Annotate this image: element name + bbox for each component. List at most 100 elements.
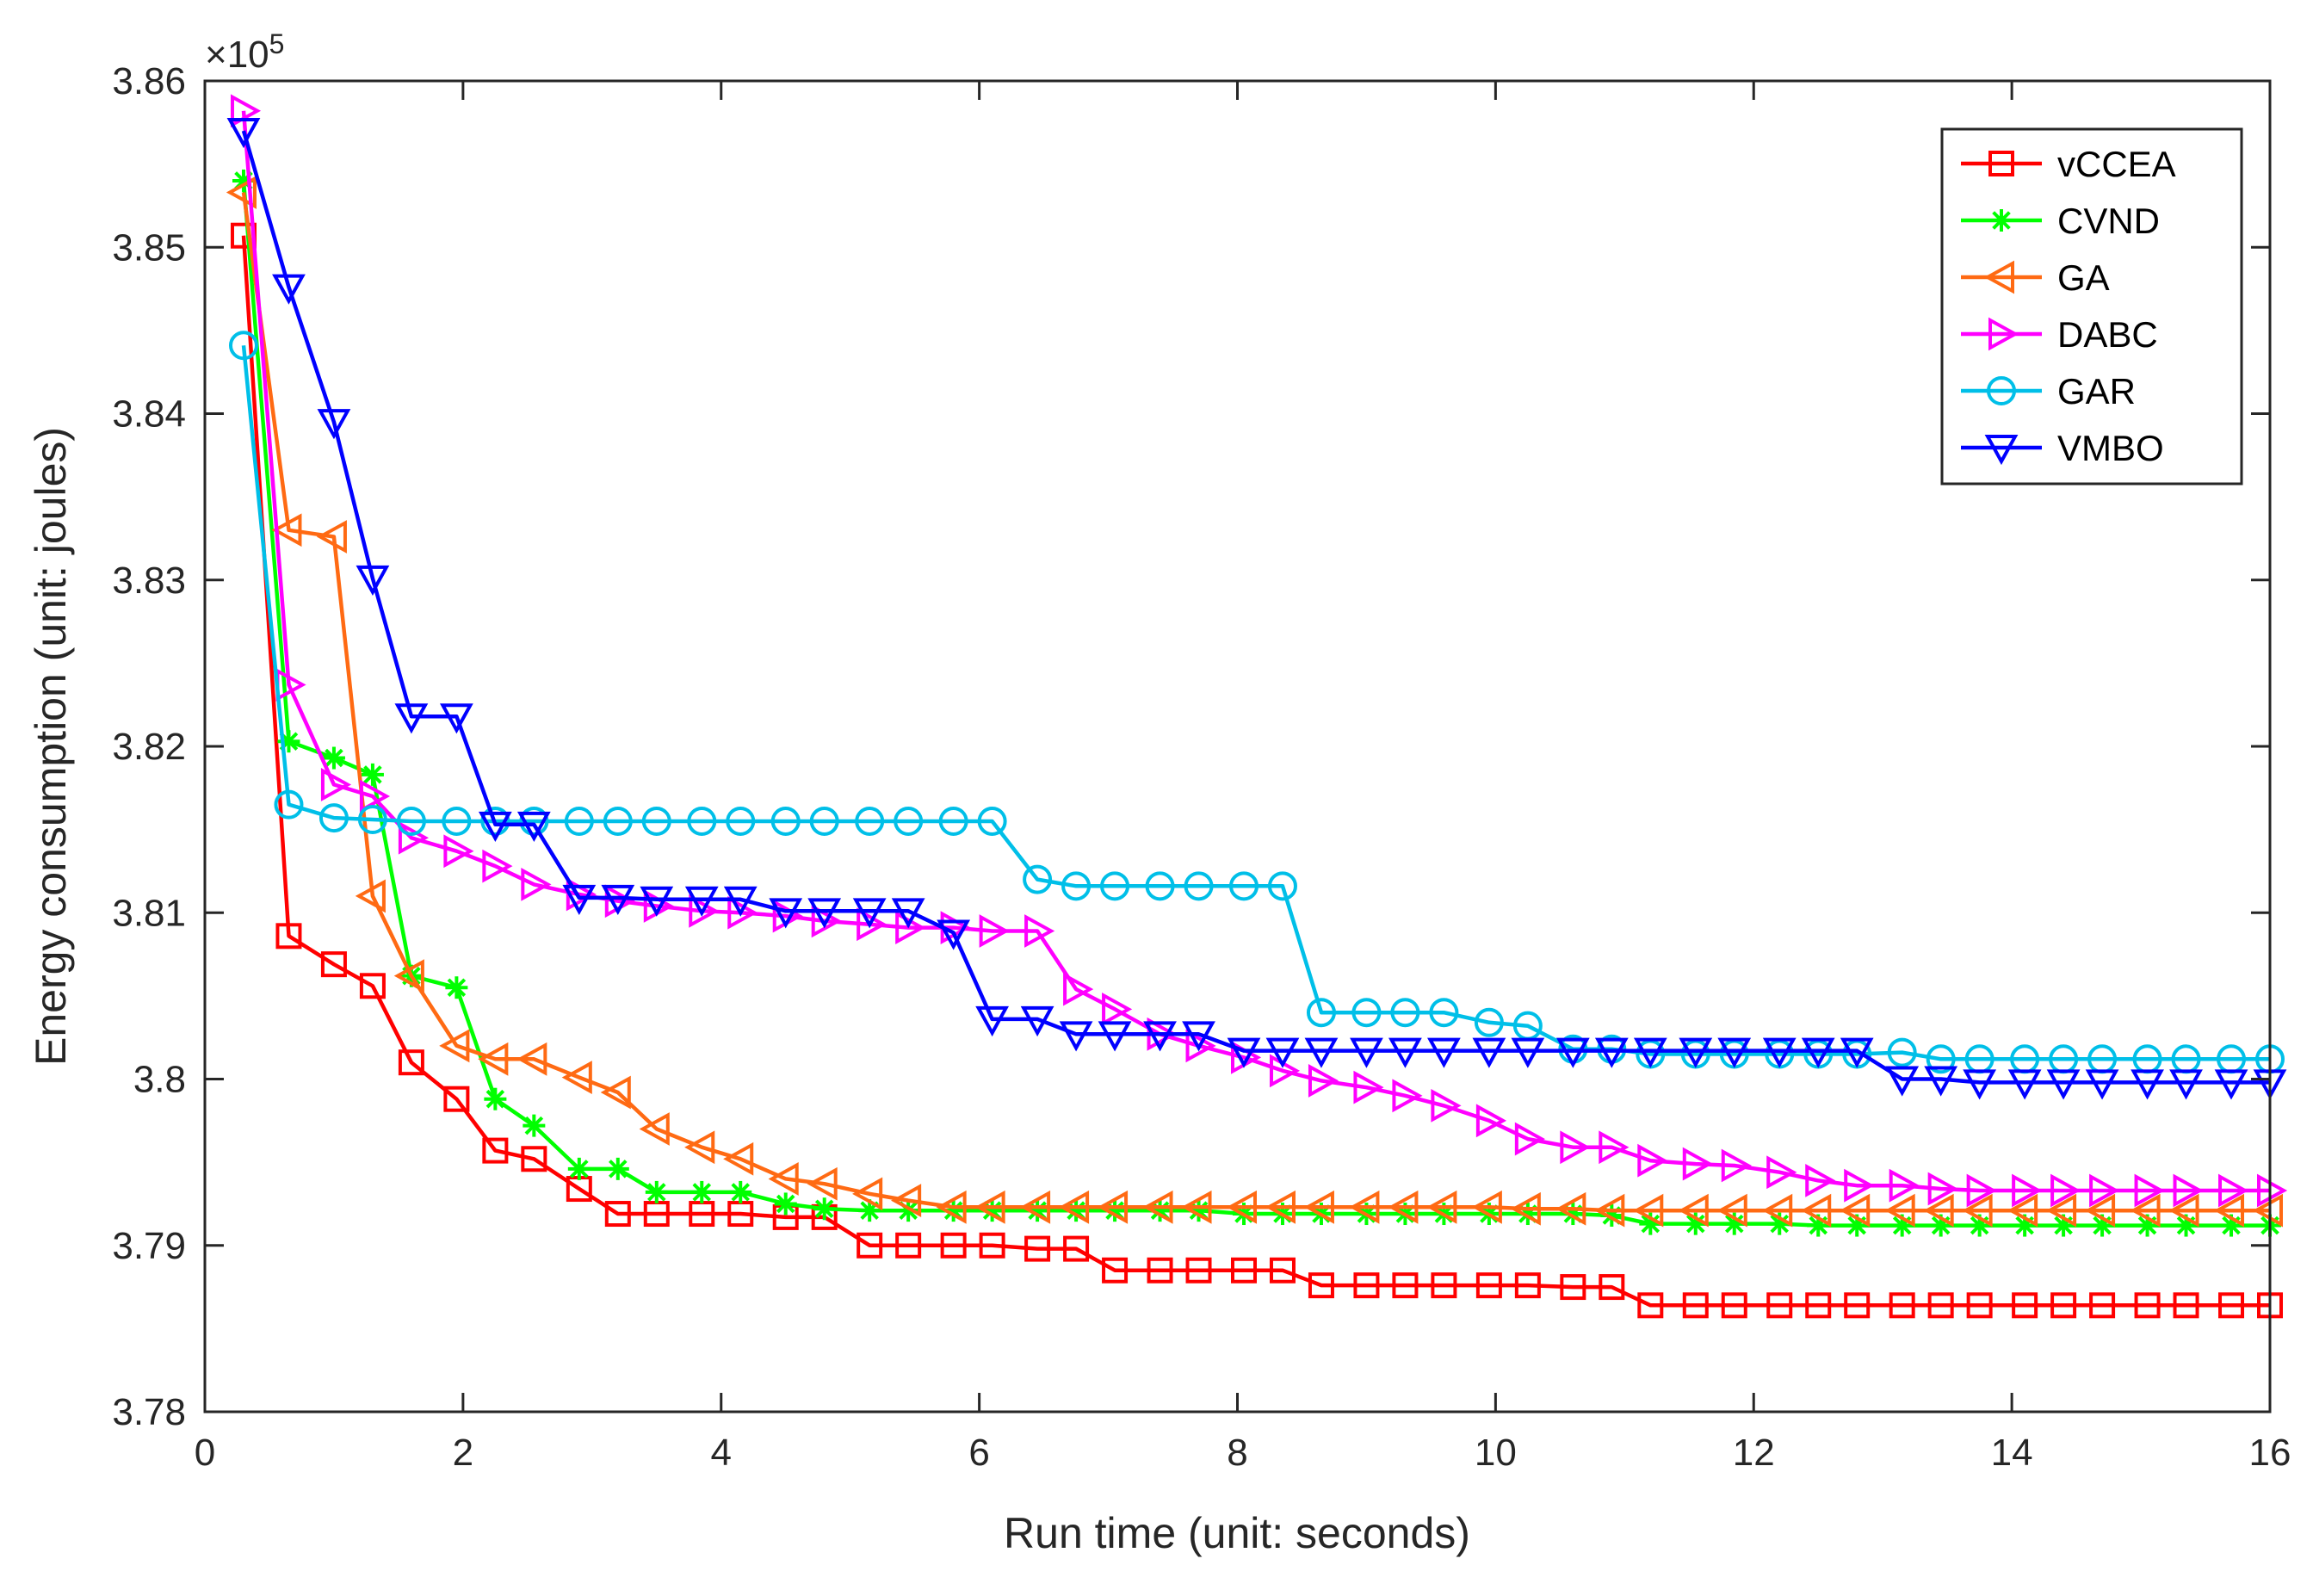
marker-shape — [1427, 1037, 1461, 1068]
series-line-vccea — [241, 235, 2270, 1308]
marker-shape — [2218, 1173, 2249, 1208]
data-point-cvnd — [774, 1192, 797, 1216]
marker-stroke — [524, 1116, 544, 1135]
marker-shape — [1716, 1193, 1747, 1228]
marker-shape — [723, 886, 758, 917]
marker-stroke — [485, 1089, 505, 1109]
marker-shape — [230, 94, 262, 128]
data-point-ga — [226, 176, 257, 209]
data-point-dabc — [1560, 1130, 1591, 1165]
marker-shape — [1633, 1193, 1664, 1228]
data-point-vccea — [275, 923, 302, 950]
marker-shape — [1063, 972, 1094, 1006]
marker-shape — [1682, 1292, 1709, 1319]
marker-shape — [478, 1042, 509, 1076]
data-point-vmbo — [317, 409, 351, 440]
marker-shape — [1392, 1079, 1423, 1113]
marker-shape — [1555, 1191, 1586, 1226]
data-point-gar — [855, 806, 885, 836]
data-point-vccea — [443, 1086, 470, 1112]
data-point-vmbo — [2007, 1069, 2042, 1100]
marker-shape — [809, 806, 839, 836]
marker-shape — [1147, 1257, 1173, 1284]
marker-shape — [1390, 998, 1420, 1028]
marker-shape — [1885, 1066, 1920, 1097]
marker-shape — [641, 806, 671, 836]
marker-stroke — [731, 1183, 751, 1202]
data-point-gar — [1926, 1044, 1956, 1074]
data-point-vccea — [1966, 1292, 1993, 1319]
marker-shape — [1966, 1173, 1997, 1208]
marker-shape — [604, 1201, 631, 1228]
data-point-vmbo — [1594, 1037, 1629, 1068]
data-point-vmbo — [2131, 1069, 2164, 1100]
marker-shape — [852, 1177, 883, 1211]
y-tick-label: 3.82 — [112, 726, 186, 768]
data-point-vmbo — [852, 898, 887, 929]
data-point-vmbo — [1633, 1037, 1667, 1068]
plot-area — [205, 81, 2270, 1412]
marker-shape — [1145, 871, 1175, 901]
marker-shape — [478, 811, 512, 842]
data-point-vccea — [521, 1146, 547, 1172]
marker-shape — [2130, 1193, 2161, 1228]
data-point-vccea — [1147, 1257, 1173, 1284]
y-axis-exponent: ×105 — [205, 28, 284, 76]
marker-shape — [356, 565, 390, 596]
marker-shape — [1762, 1037, 1797, 1068]
data-point-dabc — [1514, 1122, 1545, 1156]
marker-shape — [977, 806, 1007, 836]
marker-shape — [1100, 871, 1130, 901]
x-axis-label: Run time (unit: seconds) — [1004, 1509, 1470, 1557]
marker-shape — [1185, 1257, 1212, 1284]
legend-box — [1940, 127, 2243, 486]
marker-shape — [1431, 1272, 1457, 1299]
marker-shape — [1599, 1130, 1630, 1165]
marker-stroke — [609, 1160, 628, 1178]
data-point-ga — [2084, 1193, 2116, 1228]
data-point-dabc — [1185, 1029, 1216, 1063]
data-point-cvnd — [690, 1180, 714, 1203]
marker-shape — [1303, 1190, 1334, 1224]
data-point-gar — [1184, 871, 1214, 901]
marker-stroke — [943, 1201, 963, 1220]
marker-shape — [1844, 1292, 1871, 1319]
data-point-ga — [723, 1141, 754, 1176]
data-point-ga — [1019, 1190, 1051, 1224]
data-point-vmbo — [226, 117, 261, 149]
y-tick-label: 3.83 — [112, 560, 186, 602]
marker-stroke — [1641, 1214, 1661, 1234]
marker-shape — [895, 1232, 922, 1259]
data-point-vmbo — [1350, 1037, 1383, 1068]
x-tick-label: 12 — [1733, 1432, 1775, 1474]
y-tick-label: 3.8 — [133, 1059, 186, 1101]
data-point-vmbo — [1472, 1037, 1506, 1068]
marker-shape — [1265, 1037, 1300, 1068]
data-point-gar — [1061, 871, 1092, 901]
marker-shape — [359, 973, 386, 999]
marker-shape — [2173, 1292, 2199, 1319]
marker-stroke — [363, 765, 382, 784]
data-point-gar — [641, 806, 671, 836]
marker-shape — [852, 898, 887, 929]
legend-items: vCCEA CVND GA DABC GAR VMBO — [1961, 144, 2176, 468]
data-point-gar — [442, 806, 472, 836]
data-point-vccea — [359, 973, 386, 999]
series-vccea — [230, 222, 2283, 1319]
data-point-ga — [478, 1042, 509, 1076]
data-point-vccea — [940, 1232, 967, 1259]
marker-shape — [274, 789, 304, 820]
data-point-gar — [726, 806, 756, 836]
marker-shape — [1721, 1148, 1752, 1183]
marker-shape — [519, 806, 549, 836]
data-point-vmbo — [807, 898, 842, 929]
marker-shape — [1308, 1272, 1334, 1299]
marker-shape — [2173, 1173, 2204, 1208]
marker-shape — [1717, 1037, 1752, 1068]
marker-shape — [2131, 1069, 2164, 1100]
marker-shape — [1682, 1147, 1713, 1181]
data-point-vmbo — [723, 886, 758, 917]
marker-shape — [272, 274, 306, 305]
legend-label: GA — [2057, 257, 2110, 298]
